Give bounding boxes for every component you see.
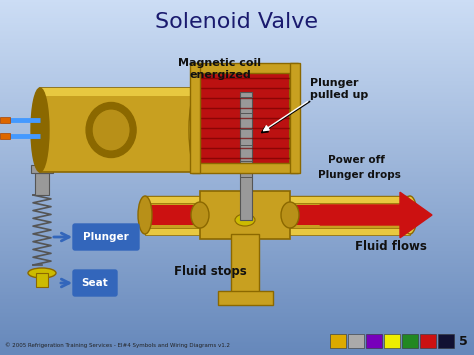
FancyBboxPatch shape: [73, 224, 139, 250]
FancyBboxPatch shape: [73, 270, 117, 296]
Bar: [420, 334, 436, 348]
Text: Plunger
pulled up: Plunger pulled up: [310, 78, 368, 100]
Bar: [200, 68, 290, 168]
Ellipse shape: [86, 103, 136, 158]
Bar: [366, 334, 382, 348]
Ellipse shape: [92, 109, 130, 151]
Ellipse shape: [281, 202, 299, 228]
Bar: [190, 63, 200, 173]
Bar: [145, 196, 410, 234]
Ellipse shape: [189, 88, 207, 172]
Ellipse shape: [138, 196, 152, 234]
Text: Plunger: Plunger: [83, 232, 129, 242]
Bar: [40, 88, 198, 96]
Text: Fluid flows: Fluid flows: [355, 240, 427, 253]
Bar: [348, 334, 364, 348]
Bar: [290, 63, 300, 173]
Bar: [438, 334, 454, 348]
Bar: [200, 191, 290, 239]
Text: © 2005 Refrigeration Training Services - EI#4 Symbols and Wiring Diagrams v1.2: © 2005 Refrigeration Training Services -…: [5, 342, 230, 348]
Bar: [31, 165, 53, 173]
Text: Power off: Power off: [328, 155, 385, 165]
Bar: [36, 273, 48, 287]
Ellipse shape: [31, 88, 49, 172]
Bar: [240, 92, 252, 220]
Text: Plunger drops: Plunger drops: [318, 170, 401, 180]
Bar: [231, 234, 259, 298]
Ellipse shape: [28, 268, 56, 278]
Bar: [145, 228, 410, 235]
Ellipse shape: [191, 202, 209, 228]
Text: Fluid stops: Fluid stops: [173, 265, 246, 278]
Bar: [402, 334, 418, 348]
Bar: [192, 63, 298, 73]
Text: 5: 5: [459, 335, 468, 348]
Bar: [218, 291, 273, 305]
Bar: [145, 196, 410, 203]
FancyArrow shape: [320, 192, 432, 238]
Ellipse shape: [235, 214, 255, 226]
Bar: [384, 334, 400, 348]
Text: Seat: Seat: [82, 278, 109, 288]
Ellipse shape: [403, 196, 417, 234]
Text: Magnetic coil
energized: Magnetic coil energized: [179, 58, 262, 80]
Text: Solenoid Valve: Solenoid Valve: [155, 12, 319, 32]
Bar: [0, 117, 10, 123]
Bar: [40, 88, 198, 172]
Bar: [145, 205, 410, 225]
Bar: [192, 163, 298, 173]
Bar: [330, 334, 346, 348]
Bar: [0, 133, 10, 139]
Bar: [35, 173, 49, 195]
